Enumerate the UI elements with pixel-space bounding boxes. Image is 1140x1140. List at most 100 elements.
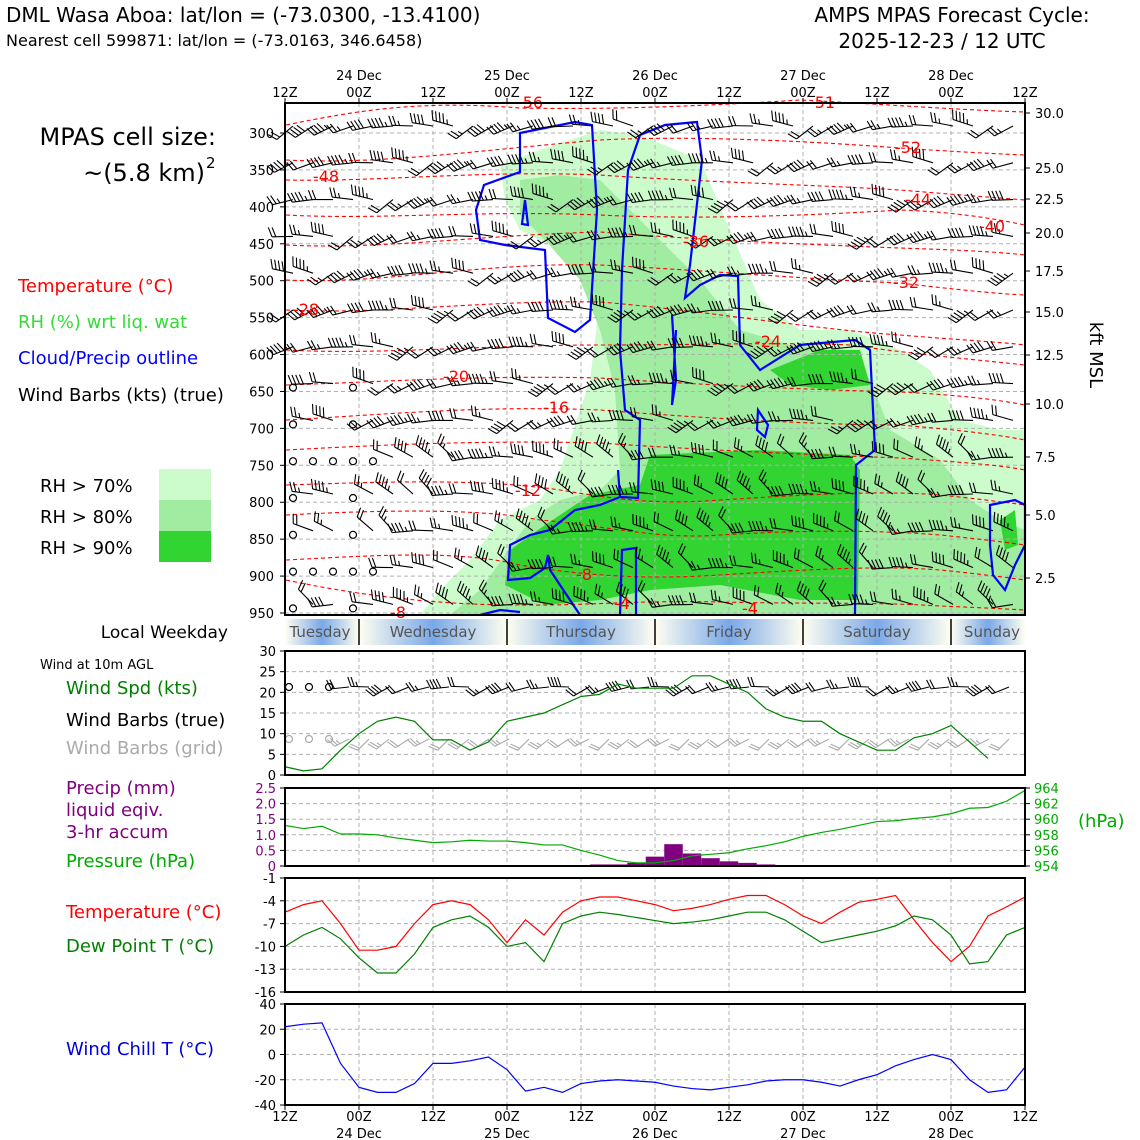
wind-barb [454, 547, 474, 569]
wind-barb [586, 195, 614, 208]
wind-barb [567, 346, 594, 360]
wind-barb [809, 223, 834, 237]
wind-barb [766, 346, 794, 357]
temp-contour [285, 510, 1026, 546]
height-tick-label: 20.0 [1035, 227, 1064, 242]
wind-barb [788, 483, 814, 495]
y-tick-label: -16 [255, 986, 276, 1001]
wind-barb [591, 551, 614, 569]
wind-barb [446, 194, 474, 205]
wind-barb [526, 235, 554, 248]
wind-barb [971, 514, 994, 532]
calm-wind-circle [288, 457, 298, 466]
wind-barb [665, 684, 690, 697]
calm-wind-circle [324, 682, 334, 692]
wind-barb [553, 438, 574, 458]
wind-barb [647, 190, 674, 201]
hour-tick-label: 00Z [494, 1110, 520, 1125]
wind-barb [848, 336, 874, 348]
wind-barb [566, 197, 594, 211]
wind-barb [947, 484, 974, 496]
wind-barb [431, 110, 454, 127]
wind-barb [727, 266, 754, 277]
wind-barb [486, 304, 514, 318]
wind-barb [986, 340, 1014, 351]
wind-barb [767, 309, 794, 324]
wind-barb [289, 481, 314, 495]
wind-barb [637, 580, 654, 605]
wind-barb [367, 199, 394, 214]
y-tick-label: 40 [259, 998, 276, 1013]
wind-barb [466, 124, 494, 137]
wind-barb [526, 419, 554, 430]
wind-barb [449, 407, 474, 421]
wind-barb [447, 676, 470, 688]
wind-barb [967, 375, 994, 386]
y-tick-label: 0.5 [255, 844, 276, 859]
wind-barb [946, 376, 974, 389]
wind-barb [627, 375, 654, 386]
top-time-axis: 12Z 00Z 12Z 00Z 12Z 00Z 12Z 00Z 12Z 00Z 12Z 24 Dec 2… [272, 69, 1038, 103]
precip-bar [627, 862, 646, 866]
wind-barb [432, 549, 454, 569]
wind-barb [546, 524, 574, 535]
y-tick-label: -4 [263, 895, 276, 910]
wind-barb [426, 196, 454, 207]
wind-barb [596, 434, 614, 458]
weekday-label: Sunday [964, 623, 1020, 641]
hour-tick-label: 00Z [790, 86, 816, 101]
temp-label: -8 [576, 565, 592, 584]
wind-barb [387, 522, 414, 534]
rh90-region [505, 450, 860, 605]
wind-barb [566, 232, 594, 243]
precip-pressure-panel: Precip (mm) liquid eqiv. 3-hr accum Pres… [66, 778, 1125, 875]
wind-barb [931, 294, 954, 311]
wind-barb [966, 309, 994, 321]
y-tick-label: -20 [255, 1074, 276, 1089]
y-tick-label: -1 [263, 872, 276, 887]
date-tick-label: 28 Dec [928, 1127, 974, 1140]
wind-barb [907, 265, 934, 276]
wind-barb [326, 270, 354, 284]
wind-barb [946, 193, 974, 206]
wind-barb [306, 122, 334, 136]
wind-barb [510, 443, 534, 458]
wind-barb [307, 596, 334, 608]
wind-barb [369, 150, 394, 164]
wind-barb [747, 162, 774, 177]
wind-barb [790, 258, 814, 274]
temp-label: -28 [293, 300, 319, 319]
wind-barb [632, 513, 654, 532]
wind-barb [776, 433, 794, 458]
pressure-tick-label: 300 [249, 127, 274, 142]
calm-wind-circle [304, 682, 314, 692]
wind-barb [385, 684, 410, 695]
y-tick-label: 2.5 [255, 782, 276, 797]
hour-tick-label: 00Z [790, 1110, 816, 1125]
temp-label: -4 [742, 599, 758, 618]
wind-barb [550, 148, 574, 164]
kft-axis-label: kft MSL [1085, 322, 1106, 388]
wind-barb [705, 682, 730, 692]
calm-wind-circle [288, 493, 298, 503]
wind-barb [947, 738, 970, 749]
wind-barb [887, 199, 914, 213]
wind-barb [707, 300, 734, 311]
y-tick-label: 1.0 [255, 829, 276, 844]
title-right-line1: AMPS MPAS Forecast Cycle: [814, 3, 1089, 27]
wind-barb [349, 334, 374, 348]
calm-wind-circle [348, 567, 358, 576]
wind-barb [672, 476, 694, 495]
wind-barb [806, 340, 834, 353]
wind-barb [729, 297, 754, 311]
wind-barb [985, 684, 1010, 695]
y-tick-label: 10 [259, 728, 276, 743]
temp-label: -12 [515, 481, 541, 500]
wind-barb [855, 508, 874, 532]
date-tick-label: 27 Dec [780, 1127, 826, 1140]
pressure-tick-label: 500 [249, 275, 274, 290]
wind-barb [807, 448, 834, 460]
wind-barb [877, 507, 894, 532]
wind-barb [526, 269, 554, 280]
temp-label: -24 [755, 332, 781, 351]
